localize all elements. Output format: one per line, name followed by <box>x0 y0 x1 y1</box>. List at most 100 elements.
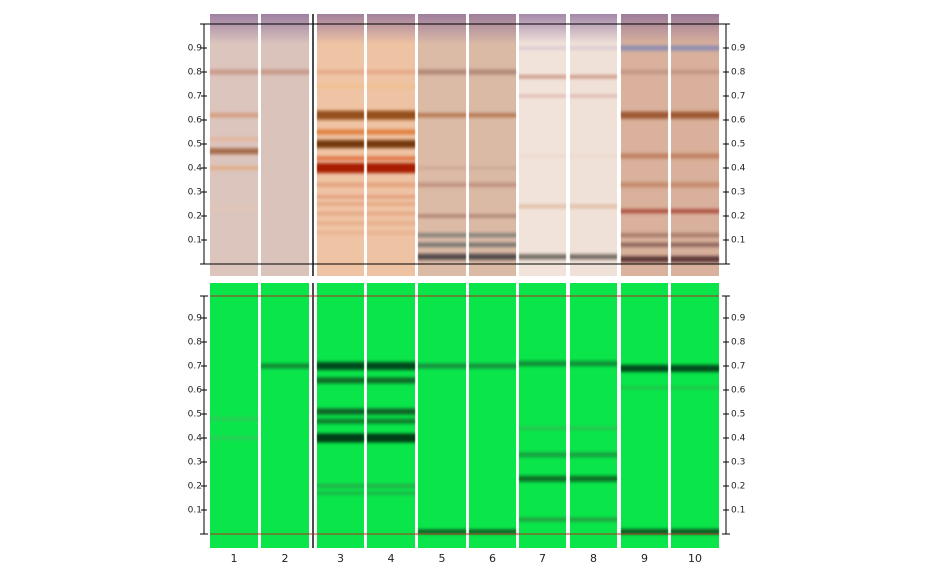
band <box>418 253 466 260</box>
band <box>519 95 566 97</box>
bottom-lane <box>519 283 566 548</box>
band <box>367 84 415 89</box>
band <box>621 256 668 263</box>
top-lane <box>671 14 719 276</box>
plates <box>210 14 719 548</box>
lane-label: 3 <box>337 552 344 565</box>
band <box>210 436 258 440</box>
band <box>210 137 258 141</box>
tick-label: 0.3 <box>188 458 202 468</box>
band <box>418 233 466 238</box>
tick-label: 0.2 <box>731 212 745 222</box>
tick-label: 0.6 <box>731 116 746 126</box>
band <box>367 231 415 235</box>
band <box>367 140 415 148</box>
band <box>671 242 719 247</box>
band <box>671 233 719 238</box>
band <box>261 69 309 75</box>
band <box>519 155 566 157</box>
band <box>367 377 415 384</box>
band <box>469 113 516 118</box>
band <box>317 156 364 161</box>
tick-label: 0.5 <box>188 140 202 150</box>
band <box>621 386 668 390</box>
band <box>317 202 364 206</box>
band <box>671 529 719 535</box>
band <box>570 95 617 97</box>
band <box>317 110 364 120</box>
bottom-lane <box>317 283 364 548</box>
solvent-front-tint <box>418 14 466 44</box>
band <box>570 254 617 260</box>
solvent-front-tint <box>469 14 516 44</box>
band <box>367 484 415 488</box>
bottom-lane <box>469 283 516 548</box>
band <box>469 529 516 534</box>
band <box>367 221 415 225</box>
band <box>621 45 668 51</box>
band <box>367 418 415 424</box>
tick-label: 0.3 <box>188 188 202 198</box>
tick-label: 0.4 <box>731 164 746 174</box>
bottom-lane <box>261 283 309 548</box>
band <box>519 426 566 430</box>
band <box>469 182 516 187</box>
band <box>210 207 258 210</box>
band <box>418 242 466 247</box>
tick-label: 0.8 <box>731 68 746 78</box>
tick-label: 0.7 <box>188 362 202 372</box>
tick-label: 0.7 <box>731 92 745 102</box>
band <box>621 70 668 74</box>
band <box>519 204 566 209</box>
tick-label: 0.5 <box>731 140 745 150</box>
band <box>570 75 617 79</box>
band <box>418 69 466 75</box>
band <box>367 491 415 495</box>
tick-label: 0.2 <box>188 482 202 492</box>
tick-label: 0.1 <box>188 236 202 246</box>
band <box>621 364 668 372</box>
solvent-front-tint <box>261 14 309 44</box>
band <box>418 363 466 369</box>
band <box>671 209 719 214</box>
lane-label: 2 <box>282 552 289 565</box>
bottom-lane <box>570 283 617 548</box>
band <box>570 452 617 458</box>
band <box>469 214 516 218</box>
band <box>367 70 415 74</box>
top-lane <box>261 14 309 276</box>
band <box>621 529 668 535</box>
band <box>210 417 258 421</box>
band <box>418 167 466 169</box>
band <box>519 361 566 367</box>
band <box>570 517 617 522</box>
tick-label: 0.3 <box>731 188 745 198</box>
solvent-front-tint <box>671 14 719 44</box>
band <box>210 113 258 118</box>
band <box>317 195 364 199</box>
tick-label: 0.9 <box>188 44 203 54</box>
band <box>570 204 617 209</box>
band <box>317 362 364 370</box>
tick-label: 0.5 <box>188 410 202 420</box>
tick-label: 0.1 <box>731 506 745 516</box>
band <box>367 163 415 173</box>
band <box>210 166 258 170</box>
band <box>317 140 364 148</box>
band <box>367 212 415 216</box>
band <box>367 156 415 161</box>
band <box>367 129 415 135</box>
lane-label: 7 <box>539 552 546 565</box>
band <box>367 408 415 415</box>
band <box>317 221 364 225</box>
tick-label: 0.6 <box>188 386 203 396</box>
lane-label: 1 <box>231 552 238 565</box>
band <box>671 364 719 372</box>
solvent-front-tint <box>317 14 364 44</box>
lane-label: 10 <box>688 552 702 565</box>
band <box>570 426 617 430</box>
band <box>621 242 668 247</box>
band <box>418 529 466 534</box>
band <box>671 256 719 263</box>
